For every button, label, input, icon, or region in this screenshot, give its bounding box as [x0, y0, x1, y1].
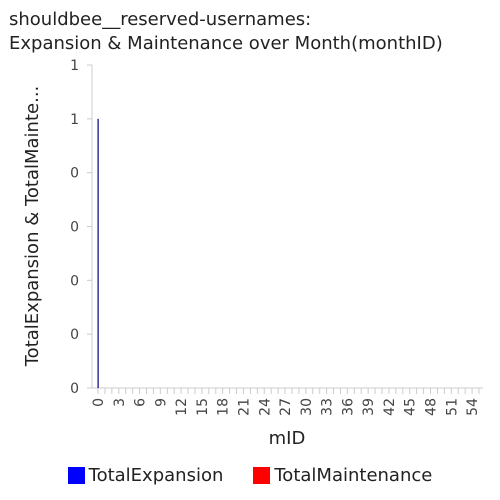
data-marks [97, 118, 99, 388]
x-tick-label: 30 [299, 398, 315, 416]
x-tick-label: 0 [91, 398, 107, 407]
x-tick-label: 51 [444, 398, 460, 416]
bar-totalexpansion [97, 118, 99, 388]
chart-title: shouldbee__reserved-usernames: Expansion… [9, 8, 495, 56]
x-tick-label: 12 [174, 398, 190, 416]
y-tick-label: 0 [70, 327, 79, 343]
x-tick-label: 18 [216, 398, 232, 416]
x-tick-label: 27 [278, 398, 294, 416]
x-tick-label: 33 [320, 398, 336, 416]
x-tick-label: 9 [153, 398, 169, 407]
y-tick-label: 0 [70, 220, 79, 236]
y-axis-label: TotalExpansion & TotalMainte... [22, 86, 43, 368]
x-tick-label: 24 [257, 398, 273, 416]
x-tick-label: 3 [112, 398, 128, 407]
y-tick-label: 0 [70, 166, 79, 182]
chart-title-line-2: Expansion & Maintenance over Month(month… [9, 33, 443, 54]
legend-swatch-expansion [67, 467, 85, 484]
y-tick-label: 0 [70, 273, 79, 289]
x-axis-label: mID [269, 428, 306, 449]
y-tick-label: 1 [70, 112, 79, 128]
legend: TotalExpansion TotalMaintenance [0, 465, 500, 486]
legend-item-maintenance: TotalMaintenance [253, 465, 432, 486]
y-tick-label: 0 [70, 381, 79, 397]
x-tick-label: 6 [133, 398, 149, 407]
x-tick-label: 54 [465, 398, 481, 416]
legend-swatch-maintenance [253, 467, 271, 484]
y-tick-label: 1 [70, 58, 79, 74]
x-tick-label: 45 [403, 398, 419, 416]
x-tick-label: 48 [424, 398, 440, 416]
x-tick-label: 21 [236, 398, 252, 416]
x-tick-label: 36 [340, 398, 356, 416]
legend-label-expansion: TotalExpansion [88, 465, 224, 486]
legend-item-expansion: TotalExpansion [67, 465, 224, 486]
x-tick-label: 15 [195, 398, 211, 416]
x-tick-label: 42 [382, 398, 398, 416]
legend-label-maintenance: TotalMaintenance [274, 465, 433, 486]
x-tick-label: 39 [361, 398, 377, 416]
chart-title-line-1: shouldbee__reserved-usernames: [9, 9, 312, 30]
